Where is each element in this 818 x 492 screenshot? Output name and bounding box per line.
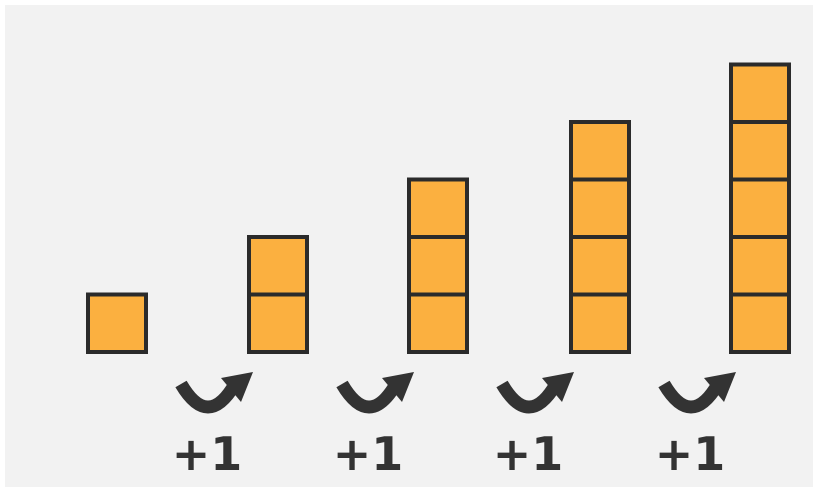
block-column-4 [569,120,631,354]
arrow-head-icon [542,372,574,402]
block-columns [86,62,791,354]
block-column-5 [729,62,791,354]
block-column-2 [247,235,309,354]
increment-arrows [175,372,736,414]
block [729,120,791,182]
block [729,235,791,297]
block [569,292,631,354]
increment-label: +1 [333,427,404,481]
block [407,177,469,239]
block [569,120,631,182]
arrow-head-icon [221,372,253,402]
block [247,292,309,354]
curved-arrow-icon [175,380,241,414]
increment-label: +1 [172,427,243,481]
block-column-1 [86,292,148,354]
increment-label: +1 [493,427,564,481]
block [729,62,791,124]
curved-arrow-icon [658,380,724,414]
increment-labels: +1 +1 +1 +1 [172,427,726,481]
block [729,292,791,354]
increment-label: +1 [655,427,726,481]
curved-arrow-icon [496,380,562,414]
arrow-head-icon [382,372,414,402]
block [407,292,469,354]
block [569,177,631,239]
block-column-3 [407,177,469,354]
block [86,292,148,354]
block [569,235,631,297]
block [247,235,309,297]
block [729,177,791,239]
block [407,235,469,297]
arrow-head-icon [704,372,736,402]
curved-arrow-icon [336,380,402,414]
